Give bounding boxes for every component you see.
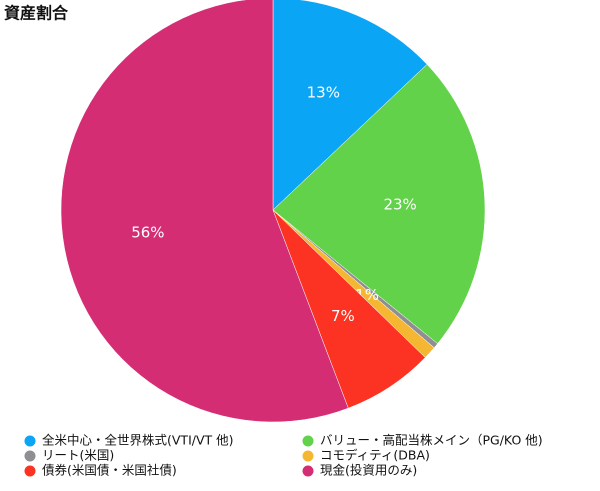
legend-marker xyxy=(24,450,36,462)
legend-marker xyxy=(24,465,36,477)
legend-marker xyxy=(302,435,314,447)
legend-label: 全米中心・全世界株式(VTI/VT 他) xyxy=(42,433,234,448)
pie-slice xyxy=(272,0,428,211)
slice-label: 56% xyxy=(131,223,164,241)
slice-label: 23% xyxy=(383,196,416,214)
legend-label: コモディティ(DBA) xyxy=(320,448,430,463)
legend-marker xyxy=(302,465,314,477)
slice-label: 7% xyxy=(331,307,355,325)
chart-title: 資産割合 xyxy=(4,4,69,23)
legend-marker xyxy=(302,450,314,462)
legend-label: 債券(米国債・米国社債) xyxy=(42,463,177,478)
legend-label: バリュー・高配当株メイン（PG/KO 他) xyxy=(320,433,543,448)
pie-slice xyxy=(60,0,349,423)
slice-label: 13% xyxy=(307,84,340,102)
legend-label: リート(米国) xyxy=(42,448,114,463)
legend-label: 現金(投資用のみ) xyxy=(320,463,417,478)
legend-marker xyxy=(24,435,36,447)
pie-slice xyxy=(272,64,486,345)
